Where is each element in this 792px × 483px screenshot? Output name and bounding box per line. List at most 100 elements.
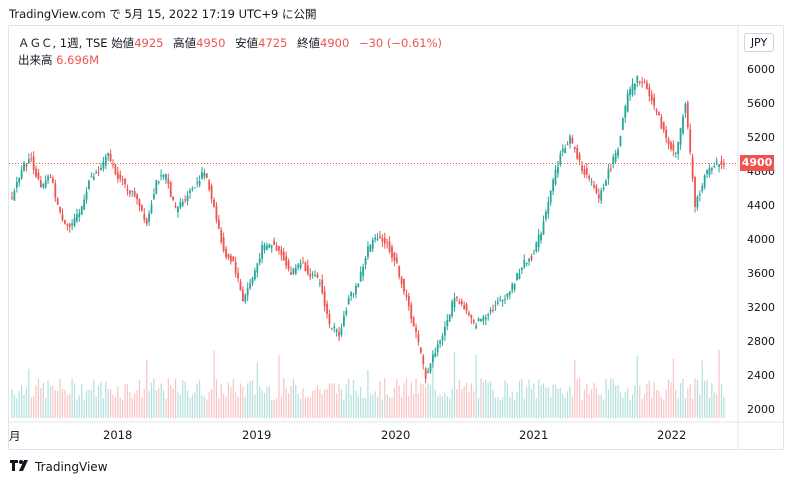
candle [128,190,131,198]
candle [290,266,292,275]
volume-bar [302,388,304,418]
candle [578,152,581,166]
candle [621,117,624,131]
volume-bar [49,386,52,418]
candle [694,175,696,213]
candle [234,256,237,278]
volume-bar [379,380,381,418]
candle [667,136,670,150]
volume-bar [307,396,309,418]
candle [720,155,723,170]
candle [400,275,403,289]
candle [633,83,636,96]
volume-bar [600,394,602,418]
candle [294,263,297,276]
candle [292,267,295,275]
candle [237,267,239,283]
volume-bar [530,388,533,418]
volume-bar [533,383,535,418]
candle [542,215,545,235]
volume-bar [475,354,477,418]
candle [100,163,102,171]
candle [126,184,129,196]
volume-bar [374,391,376,418]
candle [119,170,122,183]
candle [419,347,422,355]
volume-bar [391,397,393,418]
candle [540,231,542,244]
candle [571,135,574,144]
volume-bar [660,396,662,418]
volume-bar [59,378,61,418]
candle [670,140,672,152]
candle [691,153,694,182]
volume-bar [309,397,311,418]
volume-bar [384,378,386,418]
candle [227,253,230,260]
volume-bar [357,396,359,418]
candle [388,236,391,254]
candle [359,266,362,282]
volume-bar [465,382,468,418]
volume-bar [723,396,725,418]
volume-bar [54,390,56,418]
candle [145,217,148,227]
footer-brand[interactable]: TradingView [9,458,108,475]
volume-bar [386,395,388,418]
volume-label: 出来高 [18,53,53,67]
volume-bar [643,394,646,418]
brand-name: TradingView [35,459,108,474]
symbol-label[interactable]: ＡＧＣ, 1週, TSE [18,36,108,50]
volume-bar [13,394,16,418]
candle [718,163,720,173]
candle [157,180,160,185]
volume-bar [254,394,256,418]
volume-bar [326,389,328,418]
candle [297,262,300,271]
candle [165,173,167,185]
candle [273,237,276,246]
candle [386,238,389,249]
volume-bar [571,396,573,418]
candle [646,79,648,90]
candle [566,141,569,146]
candle [662,121,665,134]
candle [73,213,76,228]
candle [32,151,35,175]
currency-button[interactable]: JPY [744,33,774,52]
volume-bar [25,387,28,418]
candle [66,223,69,231]
volume-bar [713,392,715,418]
candle [487,312,490,321]
volume-bar [278,355,280,418]
volume-bar [477,397,480,418]
volume-bar [526,387,528,418]
volume-bar [648,380,650,418]
candle [595,184,598,195]
candle [489,307,492,315]
candle [504,294,506,304]
candle [64,219,66,225]
candle [367,241,369,260]
candle [309,268,312,280]
volume-bar [463,385,465,418]
candle [686,100,689,130]
candle [518,268,521,280]
volume-bar [194,392,196,418]
candle [357,282,360,288]
volume-bar [376,397,379,418]
volume-bar [273,399,275,418]
candle [321,274,324,295]
candle [280,245,283,261]
open-value: 4925 [134,36,164,50]
publish-info: TradingView.com で 5月 15, 2022 17:19 UTC+… [9,7,317,21]
volume-bar [107,389,109,418]
volume-bar [591,389,593,418]
volume-bar [528,379,530,418]
volume-bar [595,388,598,418]
volume-bar [300,398,302,418]
candle [708,163,711,178]
volume-bar [482,382,484,418]
candle [506,293,509,300]
